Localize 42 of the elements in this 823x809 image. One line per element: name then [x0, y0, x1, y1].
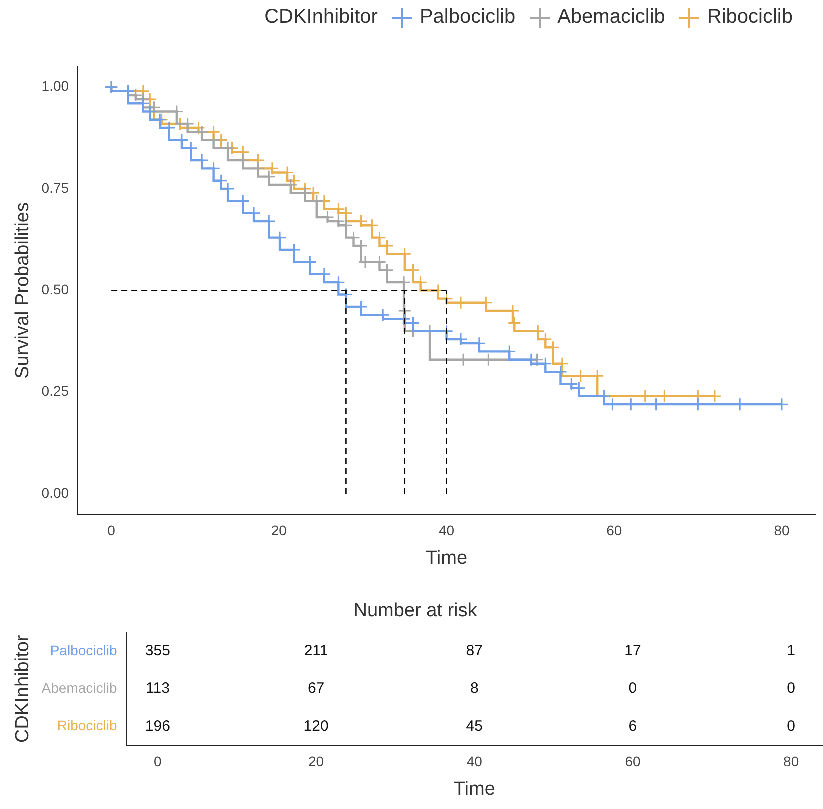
- y-axis-title: CDKInhibitor: [12, 634, 34, 743]
- data-label: 8: [470, 680, 479, 698]
- legend-label: Abemaciclib: [558, 6, 666, 29]
- x-tick-label: 20: [308, 754, 324, 770]
- data-label: 0: [787, 680, 796, 698]
- data-label: 17: [624, 642, 642, 660]
- x-tick-label: 0: [108, 522, 116, 539]
- data-label: 211: [304, 642, 328, 660]
- x-tick-label: 80: [774, 522, 790, 539]
- x-tick-label: 80: [784, 754, 800, 770]
- data-label: 87: [466, 642, 483, 660]
- y-tick-label: Palbociclib: [50, 642, 118, 658]
- y-tick-label: 0.75: [42, 180, 70, 196]
- data-label: 6: [628, 718, 638, 735]
- x-tick-label: 40: [438, 522, 455, 539]
- data-label: 120: [304, 718, 329, 735]
- x-tick-label: 20: [271, 522, 288, 539]
- data-label: 113: [146, 680, 170, 698]
- chart-title: Number at risk: [354, 600, 478, 622]
- data-label: 355: [145, 642, 170, 660]
- y-tick-label: 1.00: [42, 78, 70, 94]
- data-label: 45: [466, 718, 483, 735]
- legend-title: CDKInhibitor: [264, 6, 378, 29]
- y-tick-label: 0.25: [42, 383, 70, 400]
- legend-label: Palbociclib: [420, 6, 516, 29]
- y-tick-label: 0.50: [42, 282, 70, 298]
- legend-label: Ribociclib: [707, 6, 793, 29]
- y-axis-title: Survival Probabilities: [12, 202, 34, 379]
- y-tick-label: Abemaciclib: [42, 680, 118, 696]
- x-axis-title: Time: [426, 548, 468, 569]
- x-axis-title: Time: [454, 778, 496, 800]
- data-label: 0: [628, 680, 638, 698]
- x-tick-label: 40: [466, 754, 483, 770]
- data-label: 0: [787, 718, 796, 735]
- data-label: 196: [145, 718, 170, 735]
- x-tick-label: 0: [154, 754, 162, 770]
- y-tick-label: Ribociclib: [57, 717, 118, 734]
- y-tick-label: 0.00: [42, 484, 70, 501]
- x-tick-label: 60: [606, 522, 622, 539]
- x-tick-label: 60: [625, 754, 641, 770]
- data-label: 67: [308, 680, 325, 698]
- data-label: 1: [787, 642, 796, 660]
